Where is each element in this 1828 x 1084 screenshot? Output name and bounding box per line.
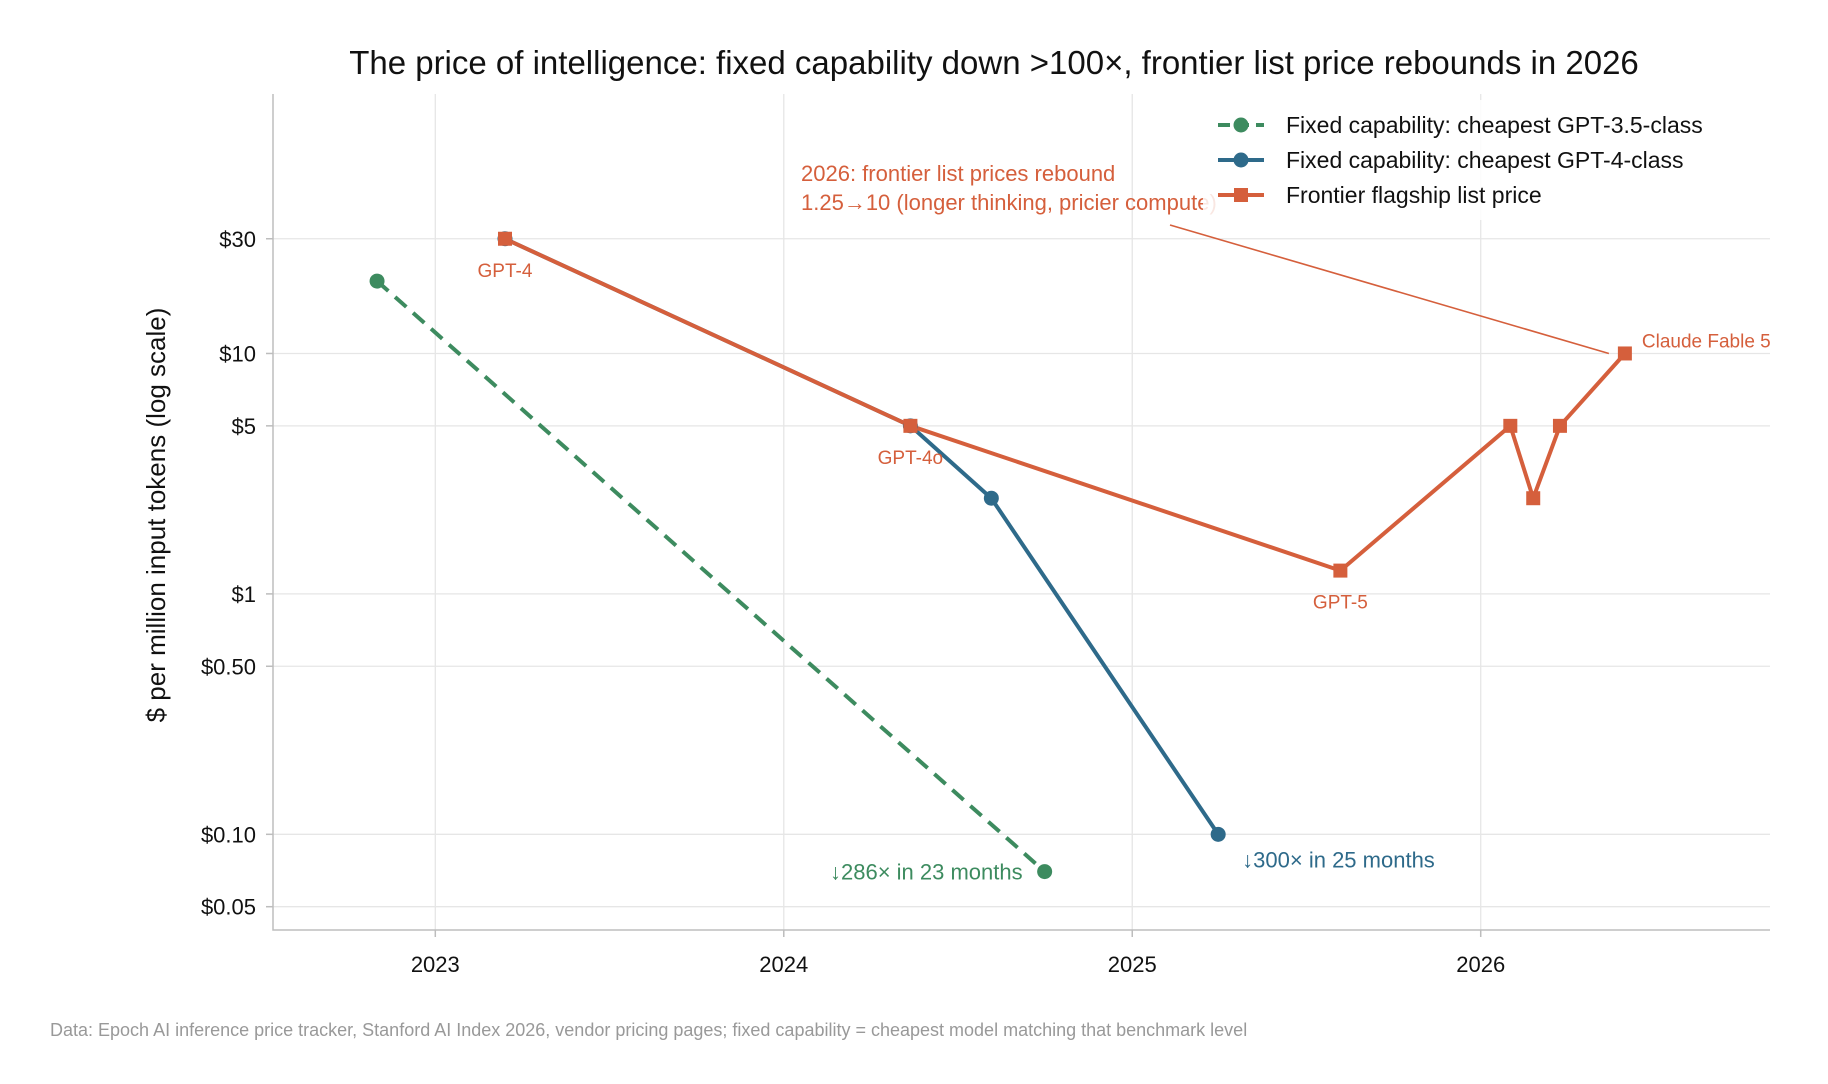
annotation-label: GPT-5 bbox=[1313, 593, 1368, 614]
legend-background bbox=[1203, 100, 1768, 220]
annotation-label: ↓300× in 25 months bbox=[1242, 847, 1435, 872]
y-axis-label: $ per million input tokens (log scale) bbox=[141, 308, 171, 723]
rebound-annotation-line: 1.25→10 (longer thinking, pricier comput… bbox=[801, 190, 1217, 215]
legend-label: Fixed capability: cheapest GPT-3.5-class bbox=[1286, 112, 1703, 138]
y-tick-label: $5 bbox=[232, 414, 256, 439]
series-line-2 bbox=[503, 236, 1221, 837]
data-point-square bbox=[1333, 563, 1348, 578]
data-point-square bbox=[903, 418, 918, 433]
annotation-label: ↓286× in 23 months bbox=[830, 860, 1023, 885]
y-tick-label: $0.05 bbox=[201, 895, 256, 920]
x-tick-label: 2023 bbox=[411, 952, 460, 977]
legend-label: Fixed capability: cheapest GPT-4-class bbox=[1286, 147, 1684, 173]
data-point-square bbox=[1617, 346, 1632, 361]
annotation-label: GPT-4 bbox=[478, 261, 533, 282]
x-tick-label: 2024 bbox=[759, 952, 808, 977]
y-tick-label: $0.50 bbox=[201, 654, 256, 679]
y-tick-labels: $30 $10 $5 $1 $0.50 $0.10 $0.05 bbox=[201, 227, 256, 920]
grid-lines bbox=[273, 94, 1770, 930]
annotation-label: Claude Fable 5 bbox=[1642, 331, 1771, 352]
data-point-square bbox=[1503, 418, 1518, 433]
data-point-circle bbox=[1037, 864, 1053, 880]
y-tick-label: $1 bbox=[232, 582, 256, 607]
rebound-annotation-line: 2026: frontier list prices rebound bbox=[801, 161, 1115, 186]
x-tick-labels: 2023 2024 2025 2026 bbox=[411, 952, 1505, 977]
axes bbox=[266, 94, 1770, 937]
series-layer bbox=[375, 236, 1627, 874]
series-line-1 bbox=[375, 279, 1047, 874]
axis-spines bbox=[272, 94, 1770, 931]
x-tick-label: 2025 bbox=[1108, 952, 1157, 977]
legend-swatch-marker bbox=[1234, 188, 1248, 202]
y-tick-label: $0.10 bbox=[201, 822, 256, 847]
y-tick-label: $10 bbox=[219, 341, 256, 366]
annotations: GPT-4 GPT-4o GPT-5 Claude Fable 5 ↓286× in 2… bbox=[478, 161, 1771, 885]
series-line-3 bbox=[503, 236, 1627, 573]
x-tick-label: 2026 bbox=[1456, 952, 1505, 977]
annotation-label: GPT-4o bbox=[878, 448, 943, 469]
legend-label: Frontier flagship list price bbox=[1286, 182, 1542, 208]
data-point-circle bbox=[1210, 826, 1226, 842]
y-tick-label: $30 bbox=[219, 227, 256, 252]
data-point-square bbox=[1552, 418, 1567, 433]
data-point-circle bbox=[369, 273, 385, 289]
legend-swatch-marker bbox=[1233, 117, 1249, 133]
data-point-square bbox=[497, 231, 512, 246]
data-point-circle bbox=[983, 490, 999, 506]
data-point-square bbox=[1526, 491, 1541, 506]
marker-layer bbox=[369, 231, 1632, 880]
source-note: Data: Epoch AI inference price tracker, … bbox=[50, 1020, 1247, 1040]
legend-swatch-marker bbox=[1233, 152, 1249, 168]
legend: Fixed capability: cheapest GPT-3.5-class… bbox=[1203, 100, 1768, 220]
annotation-arrow bbox=[1169, 224, 1610, 355]
chart-title: The price of intelligence: fixed capabil… bbox=[349, 44, 1639, 81]
